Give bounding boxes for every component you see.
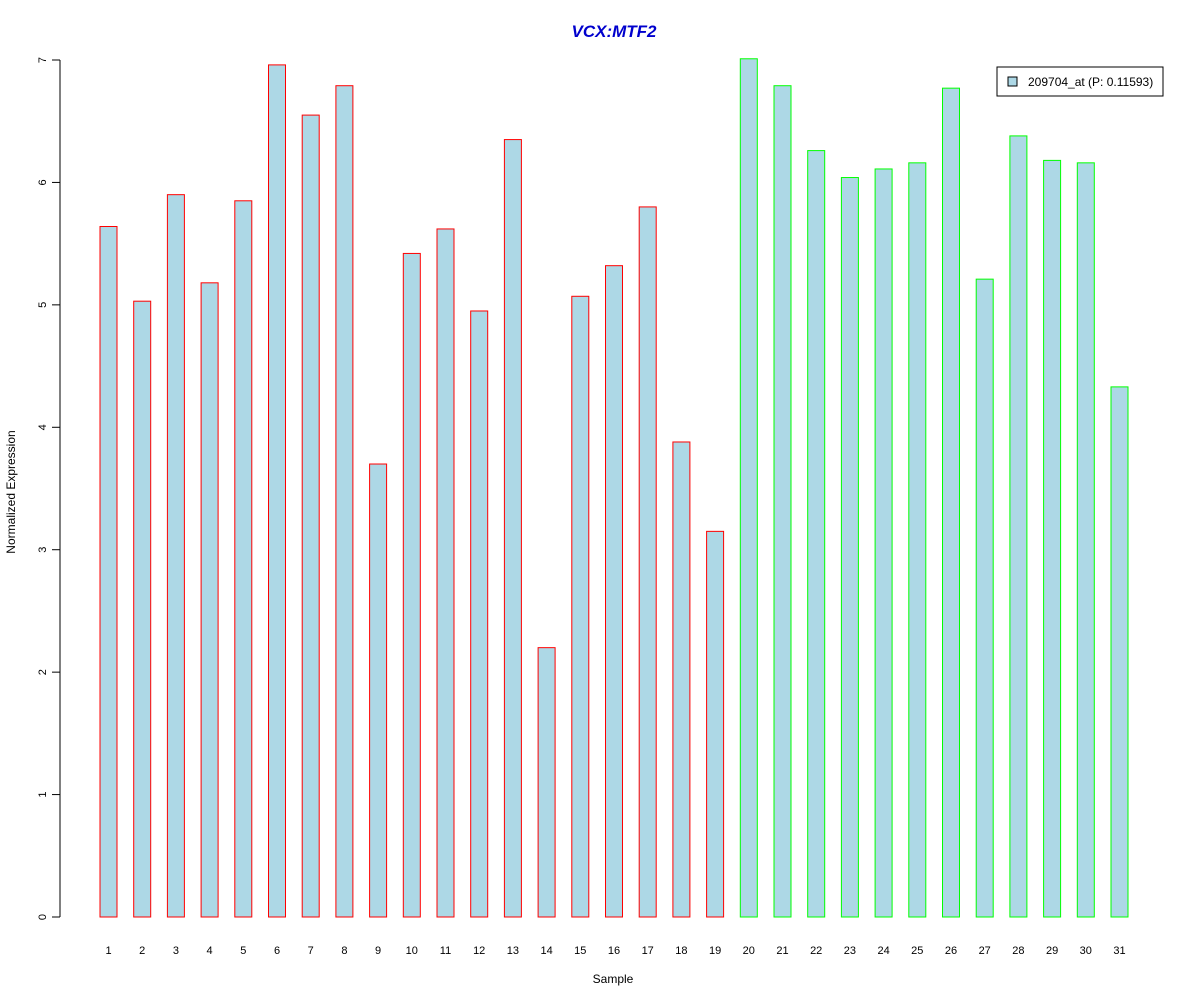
x-tick-label: 26 — [945, 945, 957, 957]
bar-sample-15 — [571, 295, 590, 918]
x-tick-label: 24 — [877, 945, 889, 957]
bar-sample-25 — [908, 162, 927, 918]
x-tick-label: 23 — [844, 945, 856, 957]
x-tick-labels: 1 2 3 4 5 6 7 8 9 10 11 12 13 14 15 16 17 18 19 20 21 22 23 24 2… — [105, 945, 1125, 957]
x-tick-label: 16 — [608, 945, 620, 957]
x-tick-label: 7 — [308, 945, 314, 957]
bar-sample-3 — [166, 194, 185, 918]
bar-sample-11 — [436, 228, 455, 918]
legend: 209704_at (P: 0.11593) — [996, 66, 1164, 97]
bar-sample-22 — [807, 150, 826, 918]
x-tick-label: 21 — [776, 945, 788, 957]
bar-sample-9 — [369, 463, 388, 918]
bar-sample-21 — [773, 85, 792, 918]
bar-sample-2 — [133, 300, 152, 918]
bar-sample-12 — [470, 310, 489, 918]
x-tick-label: 8 — [341, 945, 347, 957]
x-tick-label: 4 — [207, 945, 213, 957]
bar-sample-20 — [739, 58, 758, 918]
y-tick-label: 1 — [37, 792, 49, 798]
x-tick-label: 29 — [1046, 945, 1058, 957]
legend-swatch — [1007, 76, 1018, 87]
bar-sample-10 — [402, 252, 421, 918]
x-tick-label: 3 — [173, 945, 179, 957]
y-tick-label: 5 — [37, 302, 49, 308]
legend-box — [996, 66, 1164, 97]
x-tick-label: 5 — [240, 945, 246, 957]
bar-sample-7 — [301, 114, 320, 918]
x-tick-label: 10 — [406, 945, 418, 957]
chart-title: VCX:MTF2 — [572, 22, 658, 41]
x-tick-label: 15 — [574, 945, 586, 957]
bar-sample-31 — [1110, 386, 1129, 918]
bar-sample-5 — [234, 200, 253, 918]
y-tick-label: 2 — [37, 669, 49, 675]
bar-sample-23 — [840, 177, 859, 918]
x-tick-label: 27 — [979, 945, 991, 957]
bar-sample-14 — [537, 647, 556, 918]
bar-sample-28 — [1009, 135, 1028, 918]
y-tick-label: 3 — [37, 547, 49, 553]
bar-sample-17 — [638, 206, 657, 918]
bar-sample-8 — [335, 85, 354, 918]
x-tick-label: 9 — [375, 945, 381, 957]
bar-sample-30 — [1076, 162, 1095, 918]
x-tick-label: 18 — [675, 945, 687, 957]
x-tick-label: 31 — [1113, 945, 1125, 957]
x-tick-label: 12 — [473, 945, 485, 957]
x-tick-label: 17 — [642, 945, 654, 957]
bar-sample-24 — [874, 168, 893, 918]
x-tick-label: 2 — [139, 945, 145, 957]
bar-sample-1 — [99, 226, 118, 918]
x-tick-label: 22 — [810, 945, 822, 957]
y-tick-label: 4 — [37, 424, 49, 430]
x-tick-label: 1 — [105, 945, 111, 957]
bar-sample-26 — [942, 87, 960, 918]
bar-sample-19 — [706, 530, 725, 918]
x-tick-label: 28 — [1012, 945, 1024, 957]
x-tick-label: 19 — [709, 945, 721, 957]
x-tick-label: 6 — [274, 945, 280, 957]
legend-label: 209704_at (P: 0.11593) — [1028, 75, 1153, 89]
y-axis: 0 1 2 3 4 5 6 7 — [37, 57, 61, 920]
x-tick-label: 11 — [440, 945, 451, 957]
bar-sample-4 — [200, 282, 219, 918]
bar-sample-29 — [1043, 159, 1062, 918]
bar-sample-27 — [975, 278, 994, 918]
bar-sample-16 — [605, 265, 623, 918]
x-tick-label: 25 — [911, 945, 923, 957]
y-axis-label: Normalized Expression — [4, 430, 18, 553]
bar-sample-13 — [503, 139, 522, 918]
bar-sample-6 — [268, 64, 286, 918]
x-tick-label: 13 — [507, 945, 519, 957]
bars-group — [99, 58, 1129, 918]
y-tick-label: 6 — [37, 179, 49, 185]
y-tick-label: 7 — [37, 57, 49, 63]
y-tick-label: 0 — [37, 914, 49, 920]
x-tick-label: 14 — [540, 945, 552, 957]
x-tick-label: 20 — [743, 945, 755, 957]
x-axis-label: Sample — [593, 972, 634, 986]
x-tick-label: 30 — [1080, 945, 1092, 957]
bar-sample-18 — [672, 441, 691, 918]
